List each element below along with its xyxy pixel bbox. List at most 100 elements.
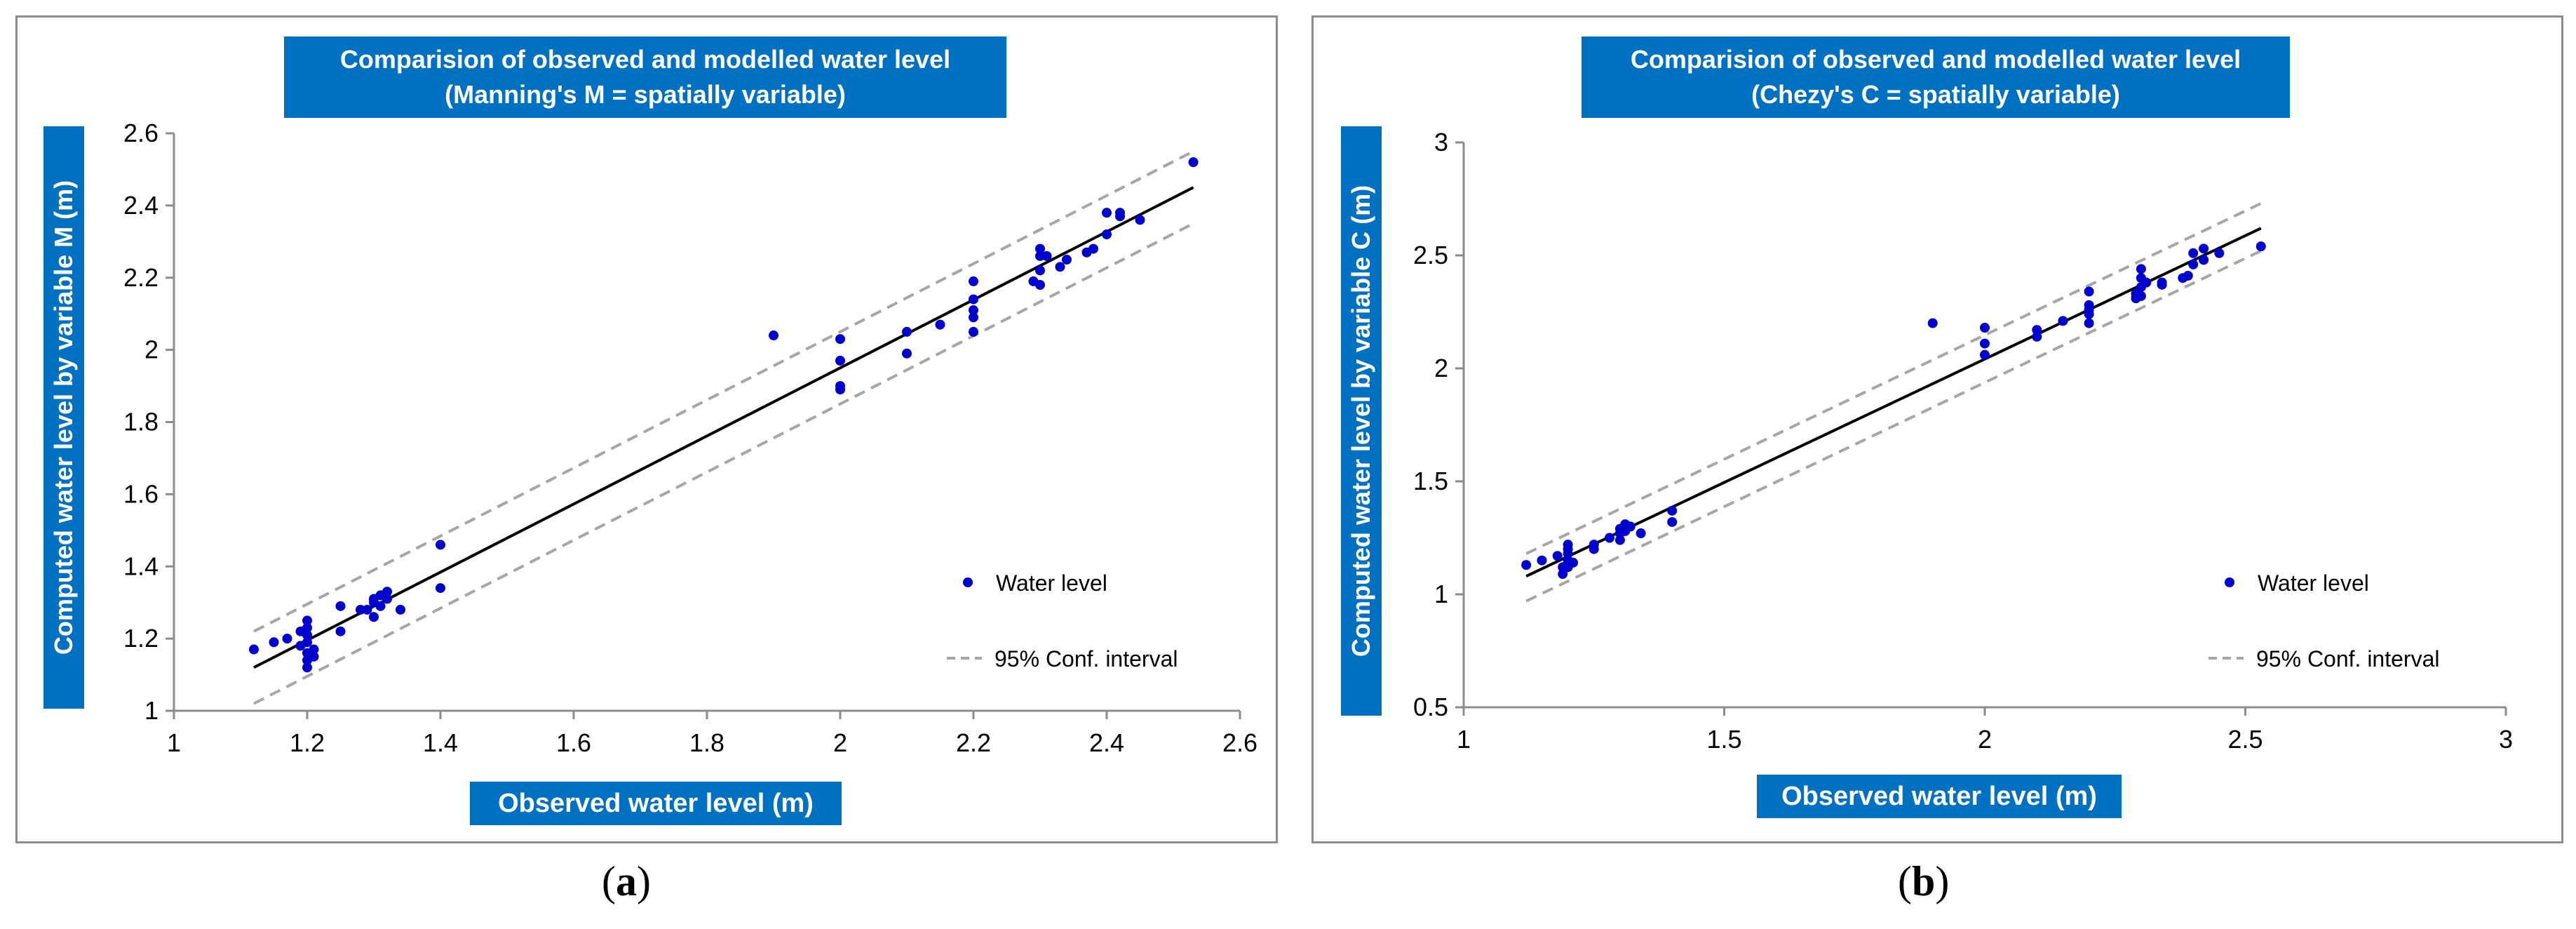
chart-b-title: Comparision of observed and modelled wat… bbox=[1582, 36, 2290, 118]
chart-a-x-tick-label: 2.2 bbox=[956, 728, 991, 757]
chart-b-data-point bbox=[1625, 521, 1636, 532]
chart-a-data-point bbox=[1088, 243, 1098, 254]
chart-a-data-point bbox=[1062, 255, 1072, 265]
chart-b-x-tick-label: 2 bbox=[1978, 725, 1992, 754]
chart-b-data-point bbox=[1605, 533, 1615, 543]
chart-a-data-point bbox=[369, 612, 379, 622]
chart-a-title-line2: (Manning's M = spatially variable) bbox=[445, 80, 846, 109]
chart-a-x-tick-label: 1.4 bbox=[423, 728, 458, 757]
chart-a-data-point bbox=[302, 615, 312, 626]
chart-b-title-line2: (Chezy's C = spatially variable) bbox=[1751, 80, 2120, 109]
chart-a-data-point bbox=[1188, 157, 1199, 168]
chart-a-data-point bbox=[1055, 262, 1065, 272]
chart-a-legend-ci-label: 95% Conf. interval bbox=[994, 646, 1178, 671]
chart-a-x-tick-label: 1.6 bbox=[556, 728, 591, 757]
chart-a-y-tick-label: 2.4 bbox=[123, 191, 159, 220]
chart-b-data-point bbox=[1558, 569, 1568, 580]
chart-b-x-tick-label: 1.5 bbox=[1706, 725, 1741, 754]
chart-a-y-tick-label: 1.6 bbox=[123, 479, 159, 508]
chart-a-y-tick-label: 1.4 bbox=[123, 552, 159, 580]
chart-a-data-point bbox=[362, 604, 372, 615]
chart-a-data-point bbox=[1035, 265, 1045, 276]
chart-a-ylabel: Computed water level by variable M (m) bbox=[43, 126, 84, 709]
caption-a: (a) bbox=[602, 858, 651, 904]
chart-a-data-point bbox=[269, 637, 279, 648]
chart-a-data-point bbox=[309, 644, 319, 655]
chart-b-data-point bbox=[1568, 557, 1579, 568]
chart-b-y-tick-label: 3 bbox=[1434, 128, 1448, 156]
chart-b-y-tick-label: 2.5 bbox=[1413, 241, 1448, 269]
chart-a-data-point bbox=[1035, 243, 1045, 254]
chart-a-data-point bbox=[935, 319, 945, 330]
chart-a-data-point bbox=[969, 312, 978, 323]
chart-b-data-point bbox=[2188, 259, 2199, 269]
chart-a-data-point bbox=[436, 540, 445, 550]
chart-a-x-tick-label: 2 bbox=[833, 728, 847, 757]
chart-b-xlabel: Observed water level (m) bbox=[1757, 775, 2122, 818]
chart-b-data-point bbox=[2032, 325, 2042, 335]
chart-b-data-point bbox=[2199, 243, 2209, 254]
chart-a-data-point bbox=[835, 381, 845, 392]
chart-a-data-point bbox=[902, 348, 912, 359]
caption-b-letter: b bbox=[1911, 858, 1936, 904]
chart-b-data-point bbox=[2058, 316, 2068, 326]
chart-b-data-point bbox=[2255, 241, 2266, 252]
chart-a-y-tick-label: 1.2 bbox=[123, 624, 159, 653]
chart-a-data-point bbox=[436, 583, 445, 594]
chart-b-ci-lower-line bbox=[1525, 249, 2262, 603]
chart-b-ylabel: Computed water level by variable C (m) bbox=[1341, 126, 1382, 716]
chart-a-x-tick-label: 1.2 bbox=[290, 728, 325, 757]
chart-a-x-tick-label: 2.6 bbox=[1222, 728, 1257, 757]
chart-a-data-point bbox=[249, 644, 259, 655]
chart-b-legend-ci-label: 95% Conf. interval bbox=[2256, 646, 2439, 671]
chart-b-y-tick-label: 2 bbox=[1434, 354, 1448, 382]
chart-b-ci-upper-line bbox=[1525, 202, 2262, 555]
chart-b-frame bbox=[1311, 15, 2563, 843]
chart-b-data-point bbox=[1521, 560, 1532, 570]
chart-a-data-point bbox=[335, 626, 346, 636]
chart-b-data-point bbox=[1980, 323, 1990, 333]
chart-b-data-point bbox=[1667, 516, 1678, 527]
chart-a-data-point bbox=[969, 294, 978, 305]
chart-a-y-tick-label: 2.6 bbox=[123, 119, 159, 147]
chart-b-data-point bbox=[1537, 555, 1547, 566]
chart-a-y-tick-label: 2 bbox=[144, 335, 159, 364]
chart-b-data-point bbox=[2032, 331, 2042, 342]
chart-a-data-point bbox=[302, 662, 312, 673]
caption-a-letter: a bbox=[615, 858, 637, 904]
chart-a-data-point bbox=[375, 601, 386, 611]
chart-a-data-point bbox=[282, 634, 292, 644]
chart-a-data-point bbox=[335, 601, 346, 611]
chart-b-svg: 1 1.5 2 2.5 3 0.5 1 1.5 2 2.5 3 Water level 95% Conf… bbox=[1413, 128, 2513, 754]
chart-a-data-point bbox=[835, 356, 845, 366]
chart-b-y-tick-label: 0.5 bbox=[1413, 693, 1448, 721]
chart-a-data-point bbox=[902, 326, 912, 337]
chart-a-data-point bbox=[382, 594, 392, 604]
chart-a-ci-lower-line bbox=[253, 222, 1194, 705]
chart-b-x-tick-label: 1 bbox=[1457, 725, 1471, 754]
chart-a-data-point bbox=[302, 637, 312, 648]
chart-b-legend-point-label: Water level bbox=[2258, 570, 2369, 596]
chart-a-y-tick-label: 2.2 bbox=[123, 263, 159, 292]
chart-b-data-point bbox=[1980, 349, 1990, 360]
chart-a-data-point bbox=[1102, 229, 1112, 240]
chart-a-data-point bbox=[302, 629, 312, 640]
chart-b-data-point bbox=[2141, 277, 2152, 288]
chart-a-x-tick-label: 2.4 bbox=[1089, 728, 1124, 757]
chart-b-data-point bbox=[2084, 286, 2094, 297]
chart-b-data-point bbox=[1667, 505, 1678, 516]
chart-a-xlabel: Observed water level (m) bbox=[470, 782, 842, 825]
chart-a-data-point bbox=[382, 587, 392, 597]
chart-b-y-tick-label: 1 bbox=[1434, 580, 1448, 608]
chart-b-data-point bbox=[1927, 318, 1938, 328]
chart-b-title-line1: Comparision of observed and modelled wat… bbox=[1630, 45, 2241, 74]
chart-a-data-point bbox=[969, 326, 978, 337]
chart-a-data-point bbox=[309, 651, 319, 662]
chart-a-title-line1: Comparision of observed and modelled wat… bbox=[339, 45, 951, 74]
chart-b-legend-point-marker bbox=[2225, 577, 2234, 587]
chart-b-y-tick-label: 1.5 bbox=[1413, 467, 1448, 495]
chart-a-ci-upper-line bbox=[253, 149, 1194, 633]
chart-a-data-point bbox=[1041, 250, 1052, 261]
chart-a-data-point bbox=[396, 604, 405, 615]
chart-a-data-point bbox=[302, 622, 312, 633]
